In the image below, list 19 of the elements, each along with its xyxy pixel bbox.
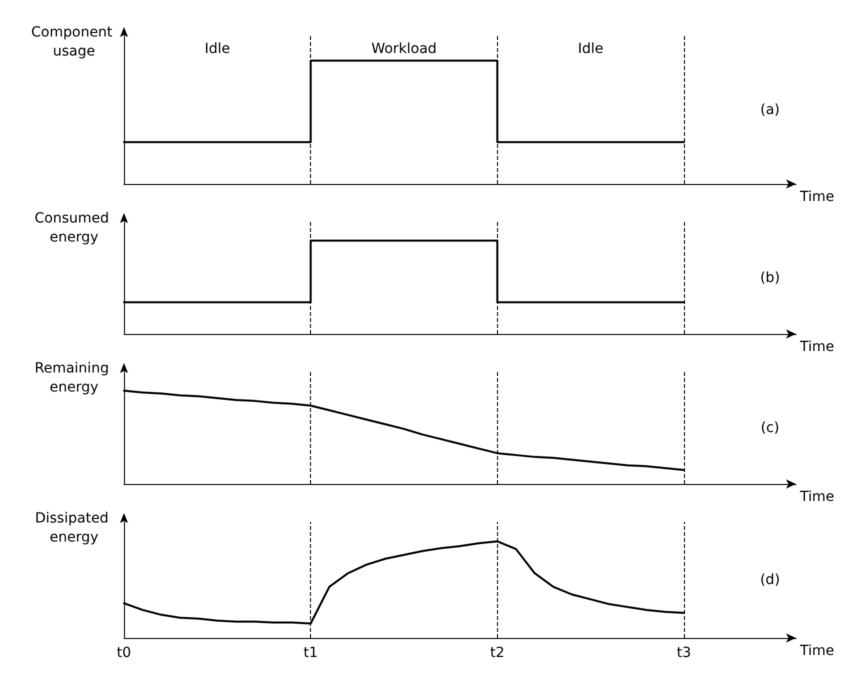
text: Idle [578, 41, 604, 57]
x-axis-title: Time [799, 189, 834, 205]
y-axis-title: Component usage [31, 24, 117, 60]
x-tick-label: t0 [116, 645, 132, 661]
x-axis-title: Time [799, 489, 834, 505]
text: Idle [204, 41, 230, 57]
x-tick-label: t1 [303, 645, 318, 661]
annotation: (b) [760, 270, 780, 286]
y-axis-title: Consumed energy [34, 210, 114, 246]
y-axis-title: Remaining energy [34, 360, 114, 396]
text: Workload [371, 41, 437, 57]
annotation: (d) [760, 572, 780, 588]
y-axis-title: Dissipated energy [34, 510, 114, 546]
x-axis-title: Time [799, 339, 834, 355]
x-tick-label: t2 [490, 645, 505, 661]
x-axis-title: Time [799, 643, 834, 659]
x-tick-label: t3 [676, 645, 692, 661]
annotation: (c) [760, 420, 780, 436]
annotation: (a) [760, 102, 780, 118]
